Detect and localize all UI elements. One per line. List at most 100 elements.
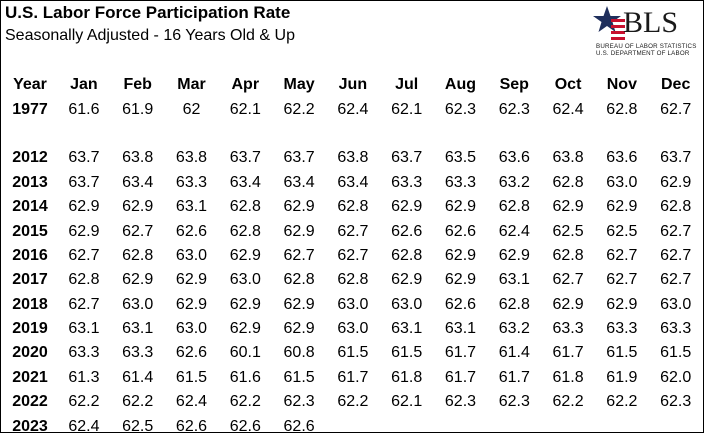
rate-cell: 62.9 — [283, 198, 315, 216]
rate-cell: 62.7 — [337, 246, 369, 264]
rate-cell: 63.8 — [175, 149, 208, 167]
table-row: 2021 61.3 61.4 61.5 61.6 61.5 61.7 61.8 61.7 61.7… — [3, 366, 703, 390]
column-header-may: May — [283, 76, 315, 94]
rate-cell: 63.7 — [660, 149, 692, 167]
rate-cell: 63.3 — [175, 173, 208, 191]
rate-cell: 63.3 — [68, 344, 100, 362]
column-header-apr: Apr — [231, 76, 260, 94]
rate-cell: 62.7 — [283, 246, 315, 264]
rate-cell: 62.5 — [122, 417, 154, 435]
rate-cell: 62.6 — [283, 417, 315, 435]
rate-cell: 63.3 — [606, 320, 638, 338]
rate-cell: 63.8 — [337, 149, 369, 167]
column-header-jul: Jul — [395, 76, 419, 94]
rate-cell: 62.2 — [606, 393, 638, 411]
rate-cell: 62.3 — [444, 393, 477, 411]
rate-cell: 62.8 — [606, 100, 638, 118]
rate-cell: 62.7 — [337, 222, 369, 240]
rate-cell: 62.9 — [391, 271, 423, 289]
year-cell: 2019 — [12, 320, 48, 338]
rate-cell: 62.8 — [229, 222, 261, 240]
table-row: 2019 63.1 63.1 63.0 62.9 62.9 63.0 63.1 63.1 63.2… — [3, 317, 703, 341]
rate-cell: 62.9 — [175, 295, 208, 313]
year-cell: 2020 — [12, 344, 48, 362]
year-cell: 2015 — [12, 222, 48, 240]
rate-cell: 61.7 — [444, 368, 477, 386]
rate-cell: 62.6 — [229, 417, 261, 435]
rate-cell: 63.1 — [122, 320, 154, 338]
rate-cell: 62.9 — [122, 271, 154, 289]
logo-line-2: U.S. DEPARTMENT OF LABOR — [596, 50, 690, 57]
rate-cell: 62.2 — [552, 393, 584, 411]
rate-cell: 62.7 — [122, 222, 154, 240]
rate-cell: 62.8 — [498, 295, 530, 313]
rate-cell: 61.3 — [68, 368, 100, 386]
rate-cell: 62.9 — [283, 295, 315, 313]
column-header-sep: Sep — [499, 76, 529, 94]
rate-cell: 62.8 — [229, 198, 261, 216]
rate-cell: 62.9 — [606, 295, 638, 313]
rate-cell: 62.7 — [606, 246, 638, 264]
rate-cell: 61.5 — [391, 344, 423, 362]
table-row: 1977 61.6 61.9 62 62.1 62.2 62.4 62.1 62.3 62.3 62… — [3, 97, 703, 121]
rate-cell: 62.4 — [68, 417, 100, 435]
table-row: 2012 63.7 63.8 63.8 63.7 63.7 63.8 63.7 63.5 63.6… — [3, 146, 703, 170]
rate-cell: 62.3 — [498, 100, 530, 118]
column-header-nov: Nov — [606, 76, 637, 94]
rate-cell: 63.8 — [122, 149, 154, 167]
rate-cell: 62.7 — [660, 222, 692, 240]
rate-cell: 62.4 — [337, 100, 369, 118]
year-cell: 1977 — [12, 100, 48, 118]
rate-cell: 63.3 — [660, 320, 692, 338]
column-header-dec: Dec — [660, 76, 691, 94]
year-cell: 2014 — [12, 198, 48, 216]
year-cell: 2022 — [12, 393, 48, 411]
rate-cell: 61.4 — [122, 368, 154, 386]
rate-cell: 62.6 — [391, 222, 423, 240]
rate-cell: 63.8 — [552, 149, 584, 167]
rate-cell: 61.7 — [337, 368, 369, 386]
rate-cell: 62.9 — [444, 246, 477, 264]
star-stripes-icon — [593, 6, 625, 40]
rate-cell: 63.4 — [122, 173, 154, 191]
rate-cell: 62.7 — [660, 100, 692, 118]
rate-cell: 62.8 — [391, 246, 423, 264]
rate-cell: 62 — [182, 100, 201, 118]
table-row: 2014 62.9 62.9 63.1 62.8 62.9 62.8 62.9 62.9 62.8… — [3, 195, 703, 219]
rate-cell: 62.9 — [552, 198, 584, 216]
year-cell: 2013 — [12, 173, 48, 191]
rate-cell: 62.9 — [175, 271, 208, 289]
rate-cell: 62.8 — [552, 173, 584, 191]
column-header-mar: Mar — [177, 76, 206, 94]
rate-cell: 61.6 — [68, 100, 100, 118]
year-cell: 2021 — [12, 368, 48, 386]
rate-cell: 61.8 — [552, 368, 584, 386]
rate-cell: 63.7 — [68, 173, 100, 191]
rate-cell: 63.3 — [122, 344, 154, 362]
rate-cell: 63.1 — [498, 271, 530, 289]
rate-cell: 63.7 — [68, 149, 100, 167]
rate-cell: 63.1 — [68, 320, 100, 338]
rate-cell: 62.8 — [68, 271, 100, 289]
rate-cell: 63.2 — [498, 173, 530, 191]
rate-cell: 61.7 — [552, 344, 584, 362]
rate-cell: 62.9 — [444, 271, 477, 289]
rate-cell: 62.6 — [175, 222, 208, 240]
rate-cell: 63.1 — [444, 320, 477, 338]
rate-cell — [595, 414, 649, 438]
rate-cell: 61.5 — [606, 344, 638, 362]
rate-cell: 62.9 — [229, 246, 261, 264]
rate-cell: 61.7 — [498, 368, 530, 386]
table-body: 1977 61.6 61.9 62 62.1 62.2 62.4 62.1 62.3 62.3 62… — [3, 97, 703, 438]
column-header-feb: Feb — [123, 76, 152, 94]
page-subtitle: Seasonally Adjusted - 16 Years Old & Up — [5, 27, 295, 44]
rate-cell: 63.3 — [391, 173, 423, 191]
table-row: 2016 62.7 62.8 63.0 62.9 62.7 62.7 62.8 62.9 62.9… — [3, 244, 703, 268]
rate-cell: 63.7 — [391, 149, 423, 167]
table-row: 2017 62.8 62.9 62.9 63.0 62.8 62.8 62.9 62.9 63.1… — [3, 268, 703, 292]
rate-cell: 62.4 — [498, 222, 530, 240]
rate-cell: 61.4 — [498, 344, 530, 362]
rate-cell: 62.9 — [283, 222, 315, 240]
rate-cell: 62.9 — [283, 320, 315, 338]
rate-cell: 62.3 — [283, 393, 315, 411]
